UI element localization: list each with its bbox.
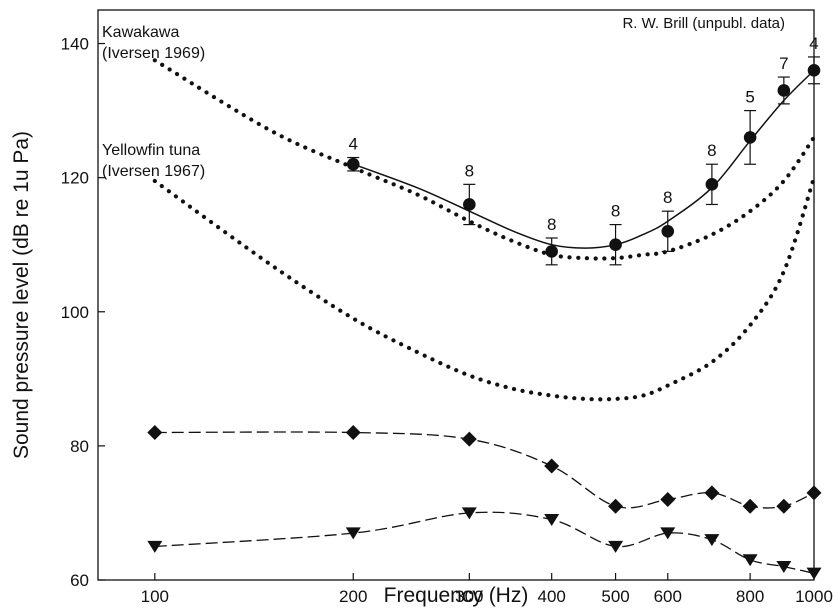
text-layer: Frequency (Hz) Sound pressure level (dB … [10, 15, 819, 607]
data-point-circle [346, 157, 360, 171]
x-tick-label: 300 [455, 587, 483, 606]
data-point-triangle [704, 534, 720, 547]
data-point-triangle [660, 527, 676, 540]
y-tick-label: 120 [61, 169, 89, 188]
data-point-circle [705, 178, 719, 191]
x-tick-label: 200 [339, 587, 367, 606]
data-point-diamond [608, 498, 624, 514]
ticks: 100 200 300 400 500 600 800 1000 60 80 100 120 140 [61, 35, 833, 606]
x-tick-label: 600 [654, 587, 682, 606]
series-0-label-line: Kawakawa [102, 24, 179, 41]
y-tick-label: 140 [61, 35, 89, 54]
x-tick-label: 400 [537, 587, 565, 606]
data-point-diamond [742, 498, 758, 514]
data-point-diamond [806, 485, 822, 501]
sample-size-label: 4 [809, 34, 818, 53]
data-point-diamond [147, 424, 163, 440]
series-1-label-line: Yellowfin tuna [102, 142, 200, 159]
series-1-dotted-curve [152, 175, 817, 402]
data-point-circle [807, 64, 821, 77]
y-axis-label: Sound pressure level (dB re 1u Pa) [10, 131, 33, 459]
data-point-circle [463, 198, 476, 211]
y-tick-label: 100 [61, 303, 89, 322]
data-point-triangle [742, 554, 758, 567]
data-point-triangle [776, 560, 792, 573]
data-point-circle [743, 131, 757, 144]
sample-size-label: 7 [779, 54, 788, 73]
data-point-triangle [608, 540, 624, 553]
plot-frame [97, 9, 815, 581]
data-point-circle [661, 224, 675, 238]
sample-size-label: 8 [707, 141, 716, 160]
data-point-triangle [806, 567, 822, 580]
sample-size-label: 8 [611, 202, 620, 221]
series-4-dashed-line [154, 511, 815, 574]
x-tick-label: 1000 [795, 587, 833, 606]
data-point-triangle [461, 507, 477, 520]
x-tick-label: 800 [736, 587, 764, 606]
data-point-circle [545, 245, 558, 258]
series-1-label-line: (Iversen 1967) [102, 163, 205, 180]
series-layer [147, 56, 822, 580]
data-point-diamond [544, 458, 560, 474]
data-point-diamond [461, 431, 477, 447]
data-point-diamond [776, 498, 792, 514]
sample-size-label: 8 [465, 161, 474, 180]
y-tick-label: 60 [70, 571, 89, 590]
series-0-label-line: (Iversen 1969) [102, 45, 205, 62]
x-tick-label: 500 [601, 587, 629, 606]
data-point-diamond [704, 485, 720, 501]
x-axis-label: Frequency (Hz) [384, 584, 529, 607]
data-point-triangle [345, 527, 361, 540]
sample-size-label: 8 [547, 215, 556, 234]
sample-size-label: 4 [349, 135, 358, 154]
credit-annotation: R. W. Brill (unpubl. data) [622, 15, 785, 32]
sample-size-label: 8 [663, 188, 672, 207]
x-tick-label: 100 [141, 587, 169, 606]
axes [97, 9, 815, 581]
data-point-circle [777, 84, 791, 97]
data-point-diamond [660, 492, 676, 508]
data-point-diamond [345, 424, 361, 440]
sample-size-label: 5 [745, 88, 754, 107]
y-tick-label: 80 [70, 437, 89, 456]
data-point-triangle [147, 540, 163, 553]
data-point-circle [609, 238, 622, 252]
data-point-triangle [544, 514, 560, 527]
